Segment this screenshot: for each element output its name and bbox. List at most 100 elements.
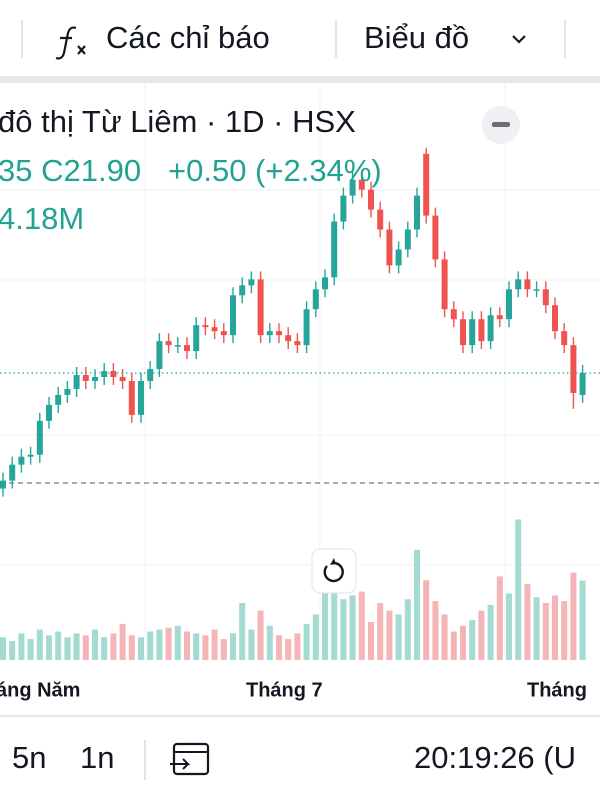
volume-bar [239, 603, 246, 660]
volume-bar [193, 633, 200, 660]
candle-body [257, 279, 264, 336]
date-range-button[interactable] [170, 742, 210, 776]
volume-bar [395, 614, 402, 660]
candle-body [165, 341, 172, 346]
volume-bar [450, 631, 457, 660]
candle-body [220, 331, 227, 336]
candle-body [294, 341, 301, 346]
candle-body [561, 331, 568, 346]
candle-body [36, 420, 43, 455]
candle-body [193, 325, 200, 352]
candle-body [184, 345, 190, 352]
candle-body [533, 289, 540, 291]
candle-body [128, 380, 135, 415]
x-tick-label: Tháng 7 [246, 679, 323, 701]
candle-body [9, 464, 16, 481]
volume-bar [110, 633, 117, 660]
candle-body [469, 319, 476, 346]
volume-bar [119, 623, 126, 660]
plot [0, 147, 600, 660]
candle-body [570, 345, 577, 393]
candle-body [138, 380, 144, 415]
volume-bar [156, 629, 163, 660]
candle-body [248, 279, 255, 286]
volume-bar [128, 635, 135, 660]
volume-bar [349, 595, 356, 660]
collapse-button[interactable] [482, 106, 520, 144]
candle-body [496, 315, 503, 320]
volume-bar [478, 610, 485, 660]
calendar-icon [172, 742, 210, 776]
volume-bar [165, 627, 172, 660]
candle-body [92, 376, 98, 381]
candle-body [450, 309, 457, 320]
candle-body [230, 295, 236, 336]
range-1y[interactable]: 1n [80, 740, 114, 775]
candle-body [349, 179, 356, 196]
volume-bar [542, 603, 549, 660]
candle-body [18, 456, 25, 465]
indicators-label: Các chỉ báo [106, 20, 270, 55]
candle-body [119, 376, 126, 381]
reset-button[interactable] [311, 548, 357, 594]
candle-body [414, 195, 420, 230]
volume-bar [414, 549, 420, 660]
candle-body [73, 375, 80, 389]
volume-bar [312, 614, 319, 660]
volume-bar [174, 625, 181, 660]
volume-bar [496, 576, 503, 660]
volume-bar [285, 639, 292, 660]
candle-body [174, 345, 181, 347]
candle-body [101, 371, 108, 377]
volume-bar [101, 637, 108, 660]
volume-bar [506, 593, 512, 660]
volume-bar [248, 629, 255, 660]
volume-bar [322, 593, 328, 660]
reset-icon [323, 561, 344, 583]
candle-body [239, 285, 246, 296]
candle-body [460, 319, 466, 346]
volume-bar [552, 595, 558, 660]
volume-bar [358, 591, 365, 660]
volume-bar [303, 623, 310, 660]
range-5y[interactable]: 5n [12, 740, 46, 775]
candle-body [110, 371, 117, 377]
legend-volume: 4.18M [0, 201, 84, 236]
volume-bar [331, 576, 338, 660]
candle-body [340, 195, 347, 222]
volume-bar [515, 519, 522, 660]
reset-arrow [330, 558, 336, 565]
chevron-icon [512, 35, 526, 44]
volume-bar [147, 631, 154, 660]
volume-bar [230, 633, 236, 660]
volume-bar [533, 597, 540, 660]
candle-body [322, 277, 328, 290]
volume-bar [487, 604, 494, 660]
candle-body [386, 229, 393, 266]
candle-body [156, 341, 163, 370]
volume-bar [82, 635, 89, 660]
candle-body [395, 249, 402, 266]
volume-bar [340, 599, 347, 660]
volume-bar [55, 631, 62, 660]
indicators-button[interactable]: Các chỉ báo [55, 20, 270, 60]
volume-bar [469, 620, 476, 660]
candle-body [377, 209, 384, 230]
volume-bar [368, 622, 374, 660]
candle-body [487, 315, 494, 342]
candle-body [285, 335, 292, 342]
separator [0, 76, 600, 83]
volume-bar [276, 635, 282, 660]
chart-type-button[interactable]: Biểu đồ [364, 20, 526, 55]
legend-title: đô thị Từ Liêm · 1D · HSX [0, 104, 356, 139]
candle-body [55, 394, 62, 405]
volume-bar [138, 637, 144, 660]
button-bg [311, 548, 357, 594]
volume-bar [386, 610, 393, 660]
candle-body [432, 215, 439, 260]
x-axis: áng Năm Tháng 7 Tháng [0, 679, 587, 701]
volume-bar [266, 625, 273, 660]
volume-bar [46, 635, 52, 660]
candle-body [506, 289, 512, 320]
